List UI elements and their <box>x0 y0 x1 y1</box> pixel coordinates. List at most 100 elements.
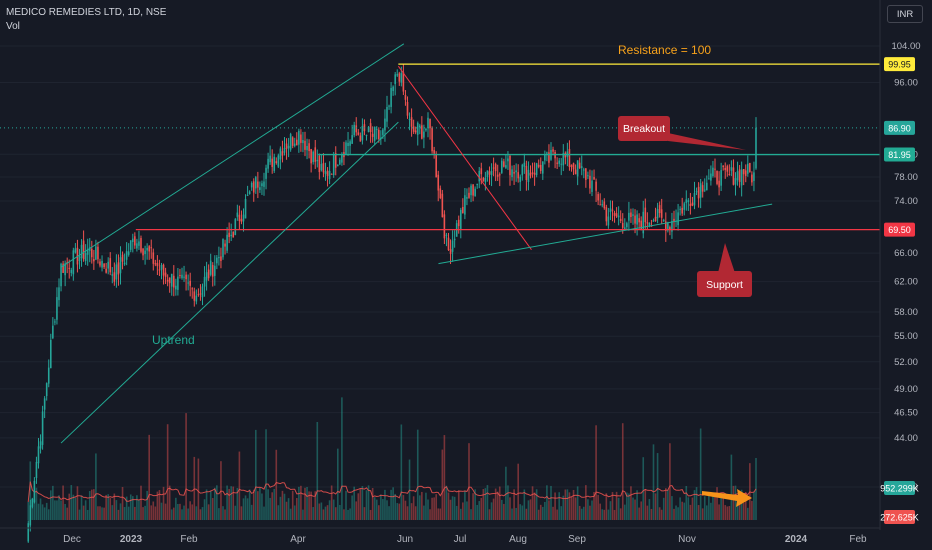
candle-body <box>49 339 52 369</box>
candle-body <box>578 162 581 169</box>
candle-body <box>486 170 489 178</box>
volume-bar <box>203 499 206 520</box>
volume-bar <box>654 493 657 520</box>
volume-bar <box>556 509 558 520</box>
volume-tag-volume: 952.299K <box>880 484 919 494</box>
volume-bar <box>117 509 120 520</box>
volume-bar <box>593 492 595 520</box>
candle-body <box>312 151 314 163</box>
volume-bar <box>373 497 376 520</box>
volume-bar <box>41 504 44 520</box>
volume-indicator-label[interactable]: Vol <box>6 21 20 32</box>
candle-body <box>664 221 667 231</box>
volume-bar <box>347 509 349 520</box>
candle-body <box>384 118 386 131</box>
volume-bar <box>398 503 401 520</box>
volume-bar <box>724 505 727 520</box>
volume-bar <box>646 505 649 520</box>
volume-bar <box>312 507 314 520</box>
volume-bar <box>523 489 526 520</box>
candle-body <box>701 185 704 192</box>
candle-body <box>37 446 40 464</box>
candle-body <box>451 240 454 252</box>
candle-body <box>189 280 191 286</box>
candle-body <box>254 177 257 189</box>
volume-bar <box>142 507 144 520</box>
candle-body <box>90 248 93 258</box>
annotations: 99.95 86.90 81.95 69.50 952.299K 272.625K Resi… <box>152 43 919 524</box>
candle-body <box>447 237 450 251</box>
volume-bar <box>361 486 364 520</box>
volume-bar <box>662 497 665 520</box>
candle-body <box>382 129 384 135</box>
candle-body <box>33 480 36 503</box>
candle-body <box>277 155 280 167</box>
volume-bar <box>205 489 208 520</box>
candle-body <box>86 249 89 255</box>
candle-body <box>496 174 499 177</box>
volume-bar <box>455 505 458 520</box>
volume-bar <box>673 508 675 520</box>
candle-body <box>632 214 634 216</box>
candle-body <box>330 173 333 175</box>
candle-body <box>371 133 374 137</box>
candle-body <box>160 265 163 270</box>
volume-bar <box>613 509 616 520</box>
volume-bar <box>716 487 718 520</box>
candle-body <box>172 275 175 288</box>
candle-body <box>556 162 558 164</box>
candle-body <box>667 223 669 231</box>
candle-body <box>490 170 493 176</box>
candle-body <box>652 220 655 222</box>
candle-body <box>562 153 565 166</box>
candle-body <box>728 174 731 176</box>
breakout-annotation: Breakout <box>623 123 665 135</box>
volume-bar <box>496 491 499 520</box>
volume-bar <box>97 506 99 520</box>
volume-bar <box>412 496 415 520</box>
candle-body <box>619 218 622 221</box>
volume-bar <box>175 497 177 520</box>
volume-bar <box>236 487 239 520</box>
candle-body <box>146 247 148 251</box>
volume-bar <box>505 466 507 520</box>
y-tick-label: 52.00 <box>894 357 918 368</box>
volume-bar <box>86 509 89 520</box>
volume-bar <box>334 507 337 520</box>
currency-button[interactable]: INR <box>887 5 923 23</box>
candle-body <box>669 227 671 231</box>
candle-body <box>35 461 38 478</box>
candle-body <box>708 178 710 180</box>
volume-bar <box>144 505 146 520</box>
candle-body <box>365 134 368 136</box>
volume-bar <box>316 421 319 520</box>
volume-bar <box>160 502 163 520</box>
candle-body <box>205 272 208 281</box>
volume-tag-volume-ma-bg <box>884 510 915 524</box>
candle-body <box>394 74 396 85</box>
candle-body <box>673 218 675 222</box>
volume-bar <box>228 488 230 520</box>
volume-bar <box>148 434 150 520</box>
candle-body <box>642 211 645 234</box>
support-annotation: Support <box>706 279 743 291</box>
volume-bar <box>68 493 71 520</box>
volume-bar <box>746 507 749 520</box>
volume-bar <box>103 507 105 520</box>
volume-bar <box>439 508 442 520</box>
volume-bar <box>275 449 278 520</box>
candle-body <box>310 149 312 164</box>
volume-bar <box>697 505 700 520</box>
candle-body <box>712 167 714 177</box>
candle-body <box>396 74 399 76</box>
volume-bar <box>136 495 138 520</box>
volume-bar <box>164 503 167 520</box>
volume-bar <box>626 492 628 520</box>
candle-body <box>127 251 130 255</box>
candle-body <box>226 234 228 251</box>
candle-body <box>267 158 269 169</box>
candle-body <box>291 137 294 146</box>
candle-body <box>595 181 597 191</box>
volume-bar <box>738 494 741 520</box>
